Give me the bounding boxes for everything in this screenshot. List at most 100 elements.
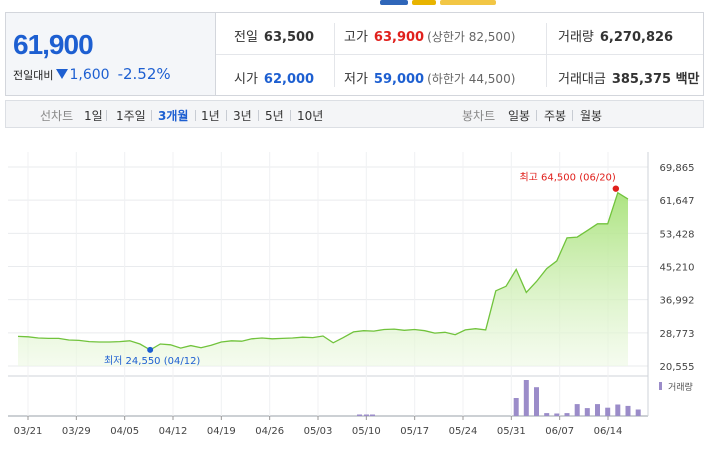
- x-tick-label: 05/17: [400, 426, 429, 437]
- y-tick-label: 69,865: [660, 163, 695, 174]
- price-change: 전일대비 1,600 -2.52%: [13, 65, 171, 83]
- period-1d[interactable]: 1일: [84, 109, 103, 123]
- prev-close-cell: 전일 63,500: [234, 26, 314, 45]
- period-3y[interactable]: 3년: [233, 109, 252, 123]
- period-5y[interactable]: 5년: [265, 109, 284, 123]
- candle-daily[interactable]: 일봉: [508, 109, 531, 123]
- separator: [258, 110, 259, 121]
- y-tick-label: 61,647: [660, 196, 695, 207]
- volume-bar: [605, 407, 611, 416]
- period-1y[interactable]: 1년: [201, 109, 220, 123]
- price-chart-area: 69,865 61,647 53,428 45,210 36,992 28,773 20,5…: [0, 132, 708, 449]
- volume-bar: [635, 409, 641, 416]
- lower-limit: (하한가 44,500): [427, 72, 516, 86]
- prev-close-value: 63,500: [263, 30, 315, 45]
- volume-bar: [564, 413, 570, 416]
- x-tick-label: 03/29: [62, 426, 91, 437]
- x-tick-label: 03/21: [14, 426, 43, 437]
- separator: [195, 110, 196, 121]
- open-value: 62,000: [263, 72, 315, 87]
- volume-bar: [595, 404, 600, 416]
- x-tick-label: 04/26: [255, 426, 284, 437]
- volume-bar: [534, 387, 539, 416]
- period-10y[interactable]: 10년: [297, 109, 324, 123]
- volume-value: 6,270,826: [599, 30, 674, 45]
- period-1w[interactable]: 1주일: [116, 109, 146, 123]
- prev-close-label: 전일: [234, 30, 258, 45]
- x-tick-label: 05/10: [352, 426, 381, 437]
- separator: [226, 110, 227, 121]
- volume-bar: [364, 414, 369, 416]
- volume-label: 거래량: [558, 30, 594, 45]
- header-chip-yellow: [412, 0, 436, 5]
- header-chip-gold: [440, 0, 496, 5]
- y-tick-label: 20,555: [660, 362, 695, 373]
- high-value: 63,900: [373, 30, 425, 45]
- separator: [536, 110, 537, 121]
- chart-period-toolbar: 선차트 1일 1주일 3개월 1년 3년 5년 10년 봉차트 일봉 주봉 월봉: [5, 100, 704, 128]
- volume-bar: [625, 405, 631, 416]
- separator: [106, 110, 107, 121]
- change-percent: -2.52%: [117, 65, 171, 83]
- amount-cell: 거래대금 385,375 백만: [558, 68, 700, 87]
- x-tick-label: 04/05: [110, 426, 139, 437]
- top-cropped-header: [0, 0, 708, 10]
- min-point: [147, 346, 154, 353]
- volume-bar: [544, 413, 550, 416]
- change-amount: 1,600: [69, 67, 110, 83]
- down-triangle-icon: [56, 69, 69, 79]
- volume-bar: [574, 404, 580, 416]
- candle-chart-label: 봉차트: [462, 109, 496, 123]
- separator: [572, 110, 573, 121]
- upper-limit: (상한가 82,500): [427, 30, 516, 44]
- volume-bar: [357, 414, 362, 416]
- min-annotation: 최저 24,550 (04/12): [104, 355, 200, 367]
- x-tick-label: 06/14: [594, 426, 623, 437]
- header-chip-blue: [380, 0, 408, 5]
- candle-monthly[interactable]: 월봉: [580, 109, 603, 123]
- price-line: [17, 191, 629, 351]
- y-tick-label: 28,773: [660, 329, 695, 340]
- y-tick-label: 36,992: [660, 296, 695, 307]
- column-divider: [546, 23, 547, 87]
- low-value: 59,000: [373, 72, 425, 87]
- row-divider: [216, 54, 703, 55]
- max-point: [612, 185, 620, 192]
- open-label: 시가: [234, 72, 258, 87]
- amount-label: 거래대금: [558, 72, 606, 87]
- volume-cell: 거래량 6,270,826: [558, 26, 673, 45]
- volume-bar: [584, 408, 590, 416]
- volume-bar: [523, 380, 529, 416]
- y-tick-label: 53,428: [660, 229, 695, 240]
- x-tick-label: 05/24: [449, 426, 478, 437]
- volume-bar: [370, 414, 375, 416]
- max-annotation: 최고 64,500 (06/20): [519, 172, 615, 184]
- volume-legend-swatch: [659, 382, 662, 390]
- volume-bar: [513, 398, 519, 416]
- x-tick-label: 04/19: [207, 426, 236, 437]
- x-tick-label: 05/31: [497, 426, 526, 437]
- current-price-box: 61,900 전일대비 1,600 -2.52%: [6, 13, 216, 95]
- low-label: 저가: [344, 72, 368, 87]
- period-3m[interactable]: 3개월: [158, 109, 189, 123]
- high-cell: 고가 63,900 (상한가 82,500): [344, 26, 515, 45]
- separator: [151, 110, 152, 121]
- y-tick-label: 45,210: [660, 263, 695, 274]
- column-divider: [334, 23, 335, 87]
- volume-legend: 거래량: [668, 381, 693, 393]
- high-label: 고가: [344, 30, 368, 45]
- line-chart-label: 선차트: [40, 109, 74, 123]
- price-area: [18, 192, 628, 366]
- price-chart[interactable]: 69,865 61,647 53,428 45,210 36,992 28,773 20,5…: [0, 132, 708, 449]
- volume-bar: [554, 413, 560, 416]
- change-label: 전일대비: [13, 69, 54, 82]
- low-cell: 저가 59,000 (하한가 44,500): [344, 68, 515, 87]
- separator: [290, 110, 291, 121]
- x-tick-label: 05/03: [304, 426, 333, 437]
- amount-value: 385,375 백만: [611, 72, 700, 87]
- candle-weekly[interactable]: 주봉: [544, 109, 567, 123]
- current-price: 61,900: [13, 29, 94, 60]
- volume-bar: [615, 404, 621, 416]
- x-tick-label: 04/12: [159, 426, 188, 437]
- x-tick-label: 06/07: [545, 426, 574, 437]
